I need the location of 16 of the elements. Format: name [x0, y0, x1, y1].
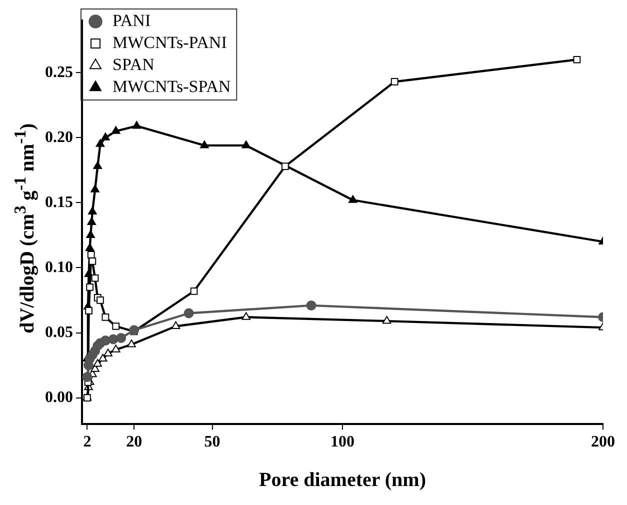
y-tick-label: 0.20	[45, 128, 73, 146]
x-tick-label: 20	[126, 434, 142, 451]
y-tick-label: 0.15	[45, 194, 73, 211]
x-tick-label: 2	[83, 434, 92, 451]
x-axis-title: Pore diameter (nm)	[259, 469, 426, 492]
x-tick-label: 200	[591, 434, 615, 451]
legend-label: MWCNTs-SPAN	[112, 76, 231, 96]
x-tick-label: 50	[204, 434, 220, 451]
legend-label: MWCNTs-PANI	[112, 32, 228, 52]
y-tick-label: 0.05	[45, 324, 73, 341]
legend-label: SPAN	[112, 54, 154, 74]
y-tick-label: 0.25	[45, 64, 73, 81]
y-tick-label: 0.00	[45, 388, 73, 406]
x-tick-label: 100	[330, 434, 354, 451]
legend-label: PANI	[112, 10, 151, 30]
y-tick-label: 0.10	[45, 258, 73, 276]
